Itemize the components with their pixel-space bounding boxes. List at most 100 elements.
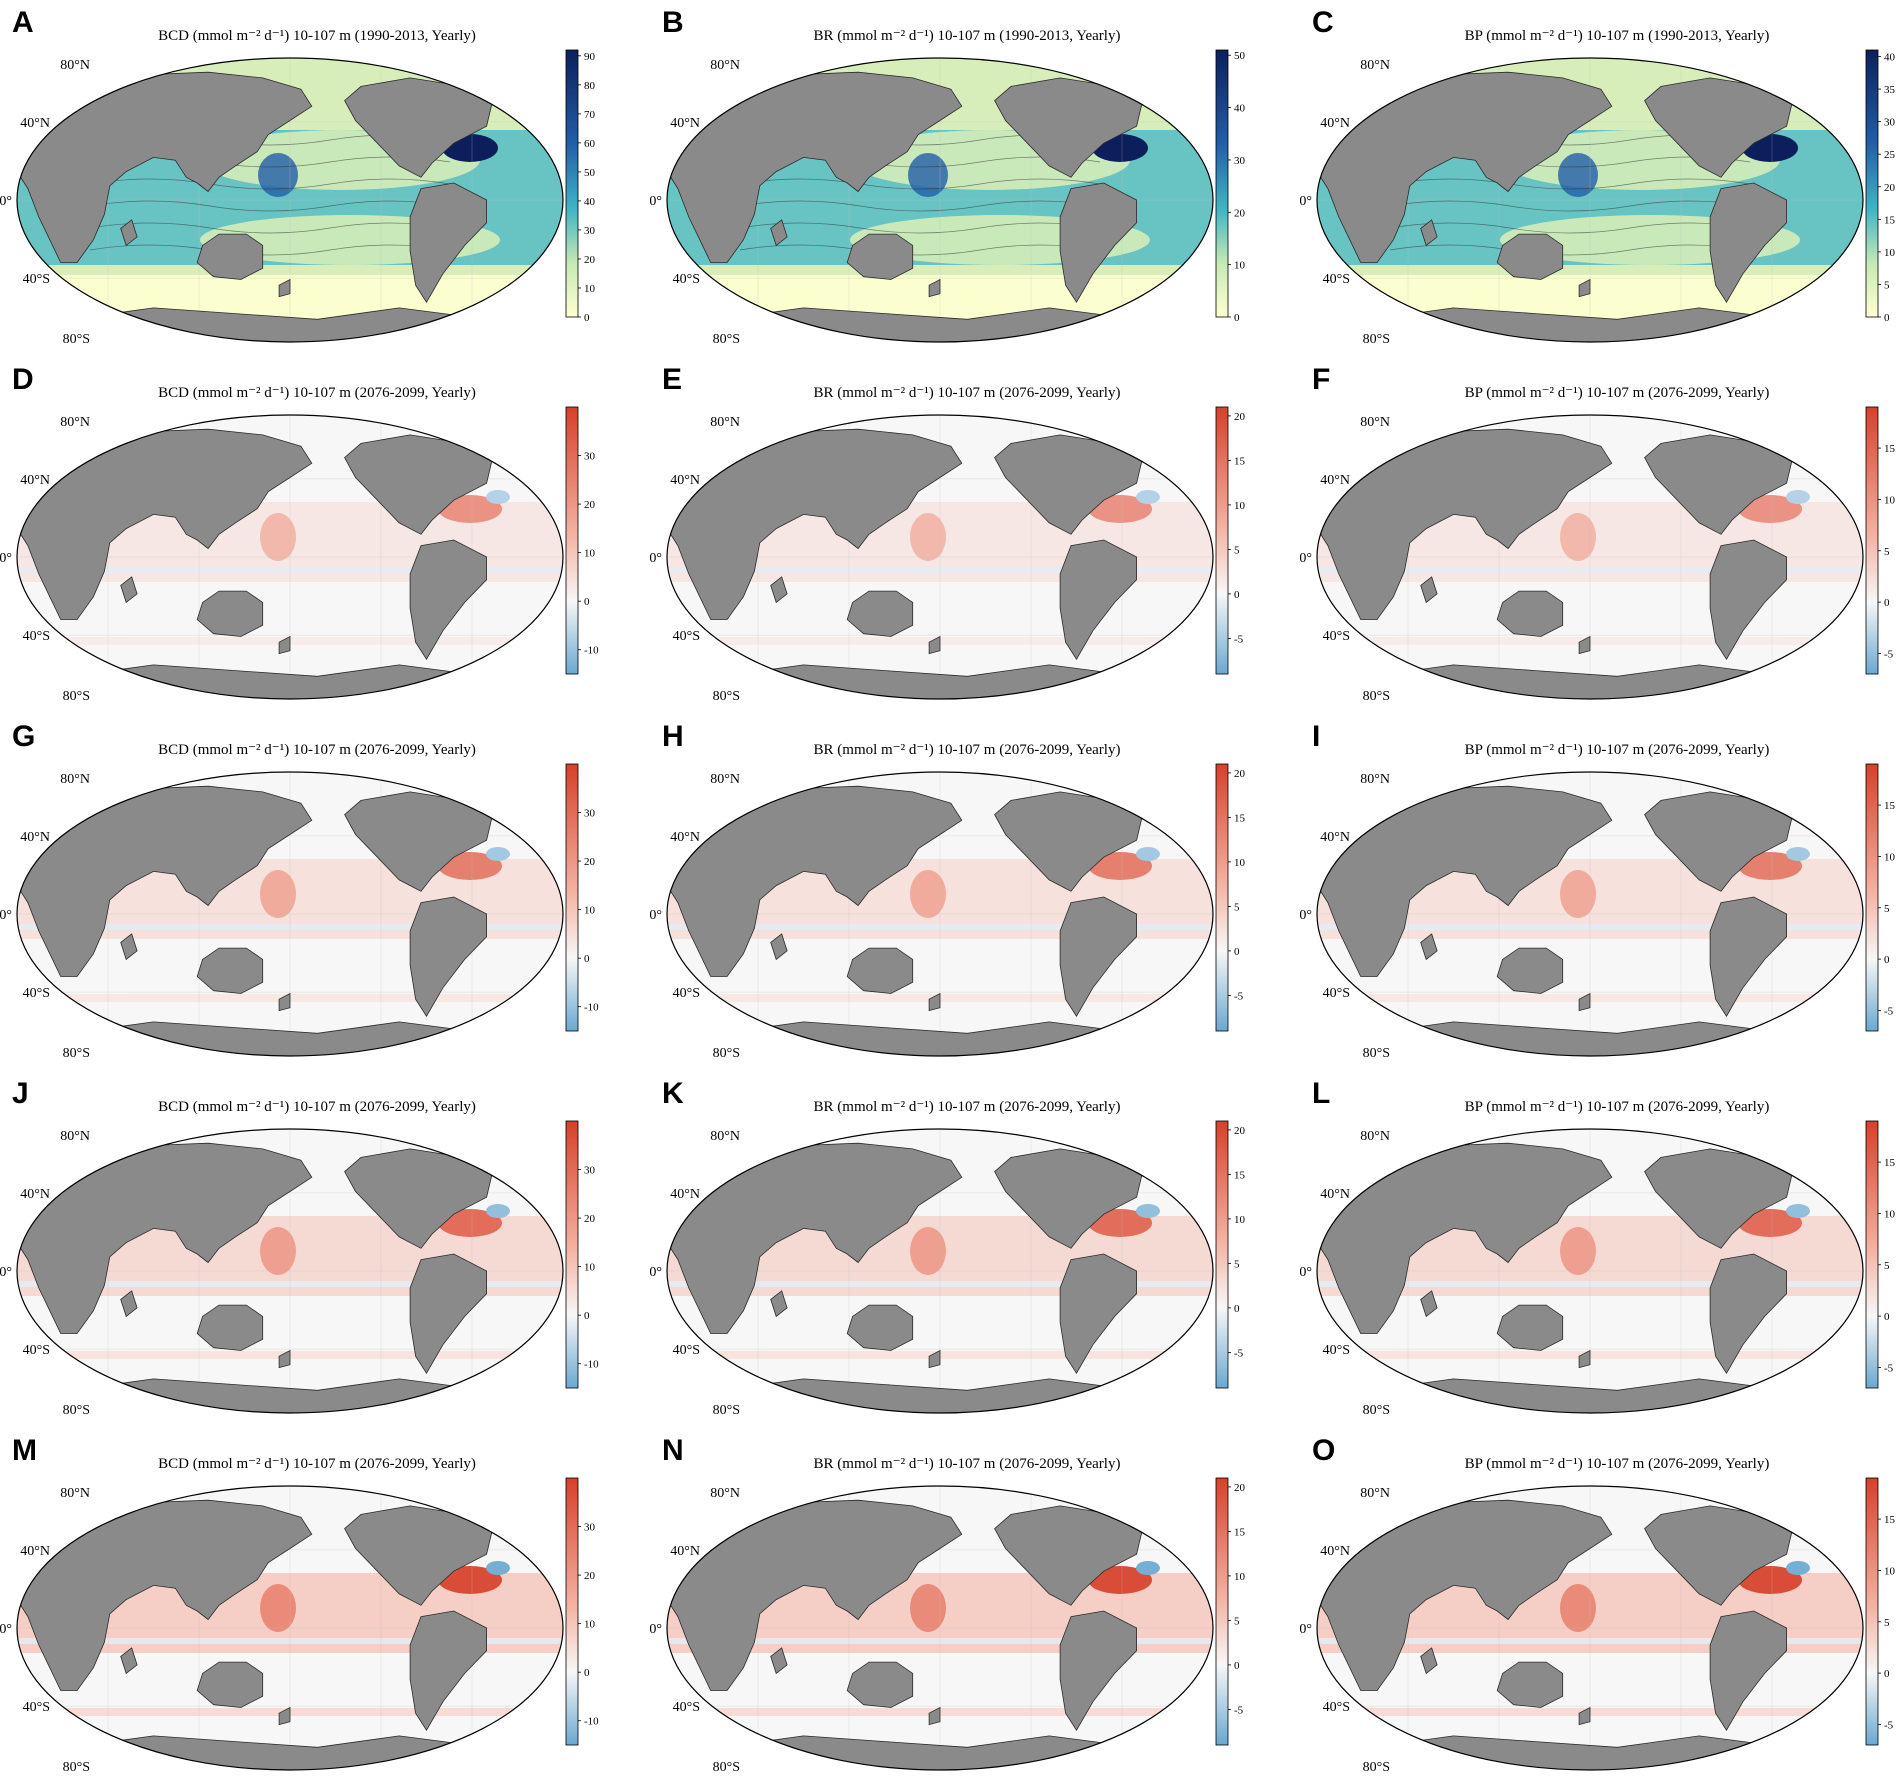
panel-title: BR (mmol m⁻² d⁻¹) 10-107 m (2076-2099, Y…: [813, 1456, 1121, 1472]
colorbar-tick-label: 50: [584, 167, 596, 179]
ocean-field: [667, 1486, 1213, 1770]
latitude-label: 80°S: [713, 332, 740, 347]
maritime-continent-anomaly: [1560, 1227, 1596, 1275]
longitude-label: 60°E: [803, 349, 831, 350]
latitude-label: 40°N: [20, 116, 50, 131]
latitude-label: 0°: [650, 551, 662, 566]
panel-letter: M: [12, 1434, 37, 1467]
caribbean-anomaly: [1738, 1209, 1802, 1237]
longitude-label: 0°: [124, 349, 137, 350]
latitude-label: 80°N: [60, 1129, 90, 1144]
latitude-label: 80°S: [63, 332, 90, 347]
colorbar-tick-label: -5: [1234, 1704, 1244, 1716]
maritime-continent-anomaly: [1560, 513, 1596, 561]
latitude-label: 40°S: [1323, 629, 1350, 644]
land-south-america: [1709, 896, 1788, 1017]
land-africa-eurasia: [17, 1499, 313, 1691]
land-africa-eurasia: [667, 71, 963, 263]
land-new-zealand: [278, 635, 291, 655]
map-outline: [16, 1128, 564, 1414]
colorbar-tick-label: 10: [584, 283, 596, 295]
caribbean-anomaly: [438, 852, 502, 880]
map-panel-g: 80°N 40°N 0° 40°S 80°S 0° 60°E 120°E180°W120°W6…: [0, 714, 634, 1064]
map-outline: [666, 771, 1214, 1057]
land-greenland: [1791, 1142, 1837, 1175]
land-africa-eurasia: [17, 785, 313, 977]
longitude-label: 120°E: [186, 349, 221, 350]
map-svg: 80°N40°N0°40°S80°S0°60°E120°E180°W120°W6…: [0, 1120, 599, 1421]
land-new-zealand: [1578, 1706, 1591, 1726]
latitude-label: 80°N: [1360, 772, 1390, 787]
map-outline: [666, 57, 1214, 343]
land-greenland: [491, 71, 537, 104]
colorbar: [1865, 763, 1879, 1032]
colorbar-tick-label: 30: [584, 808, 596, 820]
longitude-label: 60°E: [1453, 349, 1481, 350]
north-atlantic-anomaly: [486, 490, 510, 504]
latitude-label: 80°S: [1363, 1403, 1390, 1418]
latitude-label: 80°S: [713, 1046, 740, 1061]
colorbar-tick-label: 35: [1884, 84, 1896, 96]
longitude-label: 0°: [1646, 706, 1659, 707]
land-africa-eurasia: [667, 1142, 963, 1334]
longitude-label: 60°W: [1599, 706, 1633, 707]
longitude-label: 60°W: [1599, 1420, 1633, 1421]
ocean-field: [667, 1129, 1213, 1413]
longitude-label: 180°W: [1521, 349, 1562, 350]
colorbar-tick-label: 0: [1234, 946, 1240, 958]
longitude-label: 60°W: [299, 706, 333, 707]
map-panel-i: 80°N 40°N 0° 40°S 80°S 0° 60°E 120°E180°W120°W6…: [1300, 714, 1904, 1064]
north-atlantic-anomaly: [1786, 1204, 1810, 1218]
map-svg: 80°N40°N0°40°S80°S0°60°E120°E180°W120°W6…: [0, 406, 599, 707]
north-atlantic-anomaly: [1786, 1561, 1810, 1575]
latitude-label: 0°: [1300, 551, 1312, 566]
panel-letter: D: [12, 363, 34, 396]
colorbar-tick-label: 30: [1884, 117, 1896, 129]
land-south-america: [409, 1610, 488, 1731]
latitude-label: 80°N: [60, 415, 90, 430]
southern-anomaly-band: [17, 637, 563, 645]
latitude-label: 40°N: [20, 830, 50, 845]
map-svg: 80°N40°N0°40°S80°S0°60°E120°E180°W120°W6…: [650, 1477, 1246, 1778]
map-panel-l: 80°N 40°N 0° 40°S 80°S 0° 60°E 120°E180°W120°W6…: [1300, 1071, 1904, 1421]
land-africa-eurasia: [667, 785, 963, 977]
map-panel-f: 80°N 40°N 0° 40°S 80°S 0° 60°E 120°E180°W120°W6…: [1300, 357, 1904, 707]
panel-letter: G: [12, 720, 36, 753]
latitude-label: 40°N: [1320, 1187, 1350, 1202]
colorbar-tick-label: 5: [1234, 901, 1240, 913]
panel-title: BR (mmol m⁻² d⁻¹) 10-107 m (2076-2099, Y…: [813, 742, 1121, 758]
colorbar: [565, 1477, 579, 1746]
latitude-label: 40°S: [23, 1700, 50, 1715]
land-africa-eurasia: [1317, 785, 1613, 977]
latitude-label: 40°N: [1320, 1544, 1350, 1559]
longitude-label: 120°W: [258, 349, 299, 350]
map-outline: [666, 414, 1214, 700]
colorbar-tick-label: 15: [1884, 1157, 1896, 1169]
panel-title: BP (mmol m⁻² d⁻¹) 10-107 m (1990-2013, Y…: [1464, 28, 1770, 44]
land-africa-eurasia: [17, 428, 313, 620]
maritime-continent-anomaly: [1560, 1584, 1596, 1632]
colorbar-tick-label: 10: [1884, 1565, 1896, 1577]
land-greenland: [1141, 785, 1187, 818]
north-atlantic-anomaly: [486, 1561, 510, 1575]
latitude-label: 40°S: [673, 986, 700, 1001]
latitude-label: 40°N: [670, 1187, 700, 1202]
colorbar-tick-label: 0: [1234, 1660, 1240, 1672]
longitude-label: 0°: [346, 1420, 359, 1421]
land-new-zealand: [278, 1706, 291, 1726]
latitude-label: 0°: [650, 1622, 662, 1637]
longitude-label: 60°E: [153, 1420, 181, 1421]
colorbar-tick-label: 5: [1234, 1258, 1240, 1270]
latitude-label: 40°S: [673, 629, 700, 644]
longitude-label: 60°E: [153, 349, 181, 350]
longitude-label: 120°W: [1558, 1063, 1599, 1064]
latitude-label: 40°N: [670, 473, 700, 488]
latitude-label: 80°N: [1360, 415, 1390, 430]
colorbar: [1215, 49, 1229, 318]
longitude-label: 60°W: [949, 349, 983, 350]
map-svg: 80°N40°N0°40°S80°S0°60°E120°E180°W120°W6…: [650, 49, 1246, 350]
map-panel-n: 80°N40°N0°40°S80°S0°60°E120°E180°W120°W6…: [650, 1428, 1284, 1778]
longitude-label: 60°W: [1599, 349, 1633, 350]
southern-anomaly-band: [667, 1708, 1213, 1716]
colorbar-tick-label: 0: [1884, 1311, 1890, 1323]
